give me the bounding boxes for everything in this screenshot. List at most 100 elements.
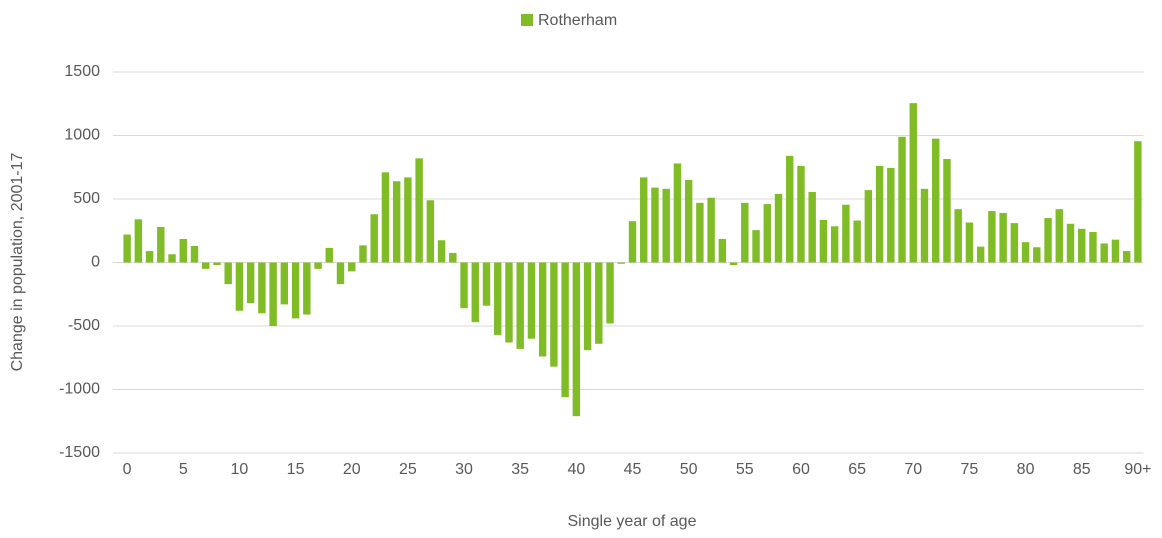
bar bbox=[157, 226, 165, 263]
bar bbox=[1010, 223, 1019, 263]
bar bbox=[662, 188, 670, 263]
bar bbox=[246, 262, 255, 304]
x-tick-label: 15 bbox=[287, 461, 305, 478]
bar bbox=[628, 221, 637, 263]
x-tick-label: 65 bbox=[848, 461, 866, 478]
y-tick-label: 0 bbox=[91, 254, 100, 271]
bar bbox=[235, 262, 244, 311]
x-tick-label: 60 bbox=[792, 461, 810, 478]
x-tick-label: 0 bbox=[123, 461, 132, 478]
bar bbox=[179, 239, 187, 263]
y-tick-label: -1000 bbox=[59, 381, 100, 398]
y-tick-label: 500 bbox=[73, 190, 100, 207]
bar bbox=[449, 252, 457, 263]
bar bbox=[1078, 228, 1086, 263]
bar bbox=[224, 262, 232, 285]
bar bbox=[583, 262, 592, 351]
bar bbox=[999, 212, 1007, 263]
x-tick-label: 85 bbox=[1073, 461, 1091, 478]
bar bbox=[595, 262, 603, 344]
bar bbox=[145, 251, 154, 263]
bar bbox=[1122, 251, 1131, 263]
bar bbox=[1111, 239, 1120, 263]
bar bbox=[392, 181, 401, 263]
bar bbox=[853, 220, 861, 263]
bar bbox=[1134, 141, 1142, 263]
bar bbox=[134, 219, 143, 263]
bar bbox=[258, 262, 266, 314]
bar bbox=[943, 158, 951, 263]
bar bbox=[954, 209, 962, 263]
bar bbox=[842, 204, 850, 263]
bar bbox=[426, 200, 435, 263]
bar bbox=[673, 163, 682, 263]
x-tick-label: 30 bbox=[455, 461, 473, 478]
bar bbox=[538, 262, 547, 357]
bar bbox=[460, 262, 468, 309]
x-tick-label: 40 bbox=[567, 461, 585, 478]
bar bbox=[752, 230, 760, 263]
bar bbox=[718, 239, 727, 263]
bar bbox=[213, 262, 221, 266]
x-tick-label: 50 bbox=[680, 461, 698, 478]
x-tick-label: 90+ bbox=[1124, 461, 1151, 478]
bar bbox=[1089, 232, 1097, 263]
bar bbox=[909, 103, 917, 263]
bar bbox=[729, 262, 738, 266]
x-tick-label: 75 bbox=[961, 461, 979, 478]
y-tick-label: -500 bbox=[68, 317, 100, 334]
x-axis-title: Single year of age bbox=[568, 513, 697, 530]
bar bbox=[190, 245, 199, 263]
bar bbox=[1021, 242, 1030, 263]
y-tick-label: 1000 bbox=[64, 127, 100, 144]
bar bbox=[988, 211, 996, 263]
bar bbox=[516, 262, 524, 349]
bar bbox=[437, 240, 446, 263]
bar bbox=[606, 262, 614, 324]
bar bbox=[932, 138, 940, 263]
bar bbox=[797, 165, 805, 263]
x-tick-label: 20 bbox=[343, 461, 361, 478]
x-tick-label: 55 bbox=[736, 461, 754, 478]
y-tick-label: 1500 bbox=[64, 63, 100, 80]
bar bbox=[505, 262, 513, 343]
y-tick-label: -1500 bbox=[59, 444, 100, 461]
bar bbox=[572, 262, 581, 417]
bar bbox=[696, 202, 704, 263]
y-axis-title: Change in population, 2001-17 bbox=[9, 152, 26, 371]
x-tick-label: 80 bbox=[1017, 461, 1035, 478]
bar bbox=[359, 245, 367, 263]
bar bbox=[1033, 247, 1041, 263]
bar bbox=[482, 262, 491, 306]
x-tick-label: 25 bbox=[399, 461, 417, 478]
bar bbox=[830, 226, 839, 263]
bar bbox=[1044, 218, 1052, 263]
bar bbox=[550, 262, 558, 367]
x-tick-label: 70 bbox=[904, 461, 922, 478]
x-tick-label: 45 bbox=[624, 461, 642, 478]
bar bbox=[336, 262, 345, 285]
bar bbox=[325, 247, 333, 263]
bar bbox=[864, 190, 873, 263]
legend-label: Rotherham bbox=[538, 12, 617, 29]
bar bbox=[269, 262, 277, 326]
bar bbox=[808, 192, 816, 263]
bar bbox=[976, 246, 985, 263]
bar bbox=[123, 234, 131, 263]
bar bbox=[875, 165, 884, 263]
bar bbox=[774, 193, 783, 263]
bar bbox=[819, 219, 828, 263]
bar bbox=[494, 262, 502, 335]
bar bbox=[651, 187, 659, 263]
bar bbox=[404, 177, 412, 263]
bar bbox=[920, 188, 929, 263]
bar bbox=[303, 262, 311, 315]
bar bbox=[965, 222, 974, 263]
bar bbox=[415, 158, 423, 263]
bar bbox=[707, 197, 715, 263]
bar bbox=[1066, 223, 1075, 263]
bar bbox=[741, 202, 749, 263]
bar bbox=[561, 262, 569, 398]
bar bbox=[887, 167, 895, 263]
